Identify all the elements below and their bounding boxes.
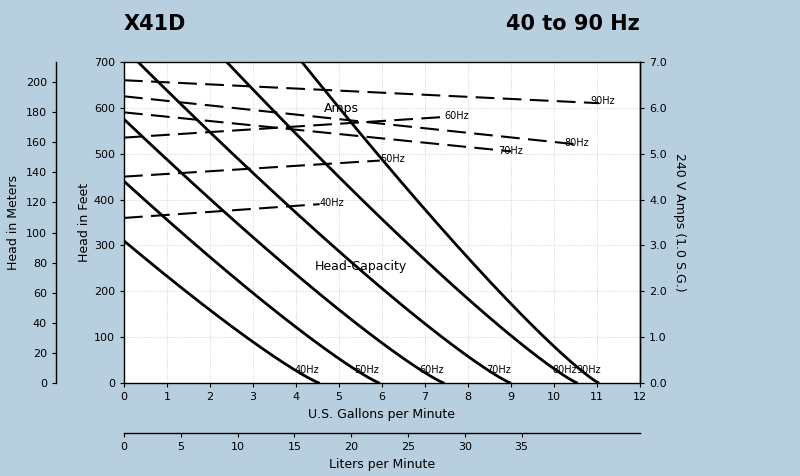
Text: 40Hz: 40Hz	[320, 198, 344, 208]
Text: 60Hz: 60Hz	[444, 111, 469, 121]
Text: 90Hz: 90Hz	[590, 96, 615, 106]
X-axis label: Liters per Minute: Liters per Minute	[329, 458, 435, 471]
Text: 80Hz: 80Hz	[553, 365, 577, 375]
Text: 70Hz: 70Hz	[498, 147, 523, 157]
Text: 90Hz: 90Hz	[576, 365, 601, 375]
Text: Amps: Amps	[324, 102, 359, 115]
Text: 70Hz: 70Hz	[486, 365, 510, 375]
Text: X41D: X41D	[124, 14, 186, 34]
Text: 50Hz: 50Hz	[380, 154, 405, 164]
Y-axis label: Head in Meters: Head in Meters	[7, 175, 20, 270]
Y-axis label: 240 V Amps (1.0 S.G.): 240 V Amps (1.0 S.G.)	[674, 153, 686, 292]
Text: Head-Capacity: Head-Capacity	[314, 259, 406, 273]
Text: 80Hz: 80Hz	[565, 138, 590, 148]
Text: 60Hz: 60Hz	[419, 365, 444, 375]
Y-axis label: Head in Feet: Head in Feet	[78, 183, 91, 262]
Text: 40 to 90 Hz: 40 to 90 Hz	[506, 14, 640, 34]
Text: 40Hz: 40Hz	[294, 365, 319, 375]
Text: 50Hz: 50Hz	[354, 365, 379, 375]
X-axis label: U.S. Gallons per Minute: U.S. Gallons per Minute	[309, 408, 455, 421]
